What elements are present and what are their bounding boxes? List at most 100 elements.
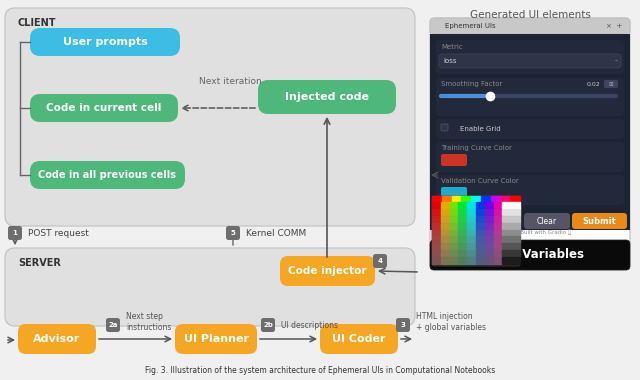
FancyBboxPatch shape <box>441 154 467 166</box>
Bar <box>450 236 458 243</box>
Bar <box>467 216 476 223</box>
Text: Enable Grid: Enable Grid <box>460 126 500 132</box>
Bar <box>500 196 510 202</box>
Bar <box>476 216 485 223</box>
Bar <box>476 209 485 216</box>
Bar <box>493 202 502 209</box>
Bar <box>476 250 485 257</box>
Bar <box>458 257 467 264</box>
Text: 1: 1 <box>13 230 17 236</box>
FancyBboxPatch shape <box>436 175 624 205</box>
Bar <box>476 223 485 230</box>
Text: 3: 3 <box>401 322 405 328</box>
FancyBboxPatch shape <box>8 226 22 240</box>
Bar <box>476 243 485 250</box>
Text: POST request: POST request <box>28 228 89 238</box>
Bar <box>502 209 511 216</box>
Bar <box>485 236 493 243</box>
Bar <box>450 243 458 250</box>
Bar <box>458 202 467 209</box>
Bar <box>432 202 441 209</box>
Bar <box>511 243 520 250</box>
FancyBboxPatch shape <box>436 142 624 172</box>
Bar <box>502 250 511 257</box>
FancyBboxPatch shape <box>439 54 621 68</box>
Bar <box>502 257 511 264</box>
Text: Advisor: Advisor <box>33 334 81 344</box>
FancyBboxPatch shape <box>373 254 387 268</box>
Bar <box>485 223 493 230</box>
Bar <box>511 223 520 230</box>
Bar <box>467 250 476 257</box>
Bar <box>458 216 467 223</box>
Bar <box>458 236 467 243</box>
Bar <box>493 230 502 236</box>
FancyBboxPatch shape <box>5 248 415 326</box>
Text: CLIENT: CLIENT <box>18 18 56 28</box>
Bar <box>476 257 485 264</box>
Bar <box>493 223 502 230</box>
Text: Clear: Clear <box>537 217 557 225</box>
Bar <box>493 250 502 257</box>
Bar <box>493 243 502 250</box>
Bar <box>441 250 450 257</box>
Bar <box>458 209 467 216</box>
Bar <box>441 209 450 216</box>
Text: Global Variables: Global Variables <box>476 249 584 261</box>
Bar <box>476 236 485 243</box>
FancyBboxPatch shape <box>436 78 624 116</box>
Bar <box>511 216 520 223</box>
Text: Training Curve Color: Training Curve Color <box>441 145 512 151</box>
FancyBboxPatch shape <box>18 324 96 354</box>
FancyBboxPatch shape <box>30 94 178 122</box>
Bar <box>502 236 511 243</box>
Bar <box>493 209 502 216</box>
Bar <box>476 202 485 209</box>
Text: ⊞: ⊞ <box>609 81 613 87</box>
FancyBboxPatch shape <box>430 240 630 270</box>
Bar <box>511 250 520 257</box>
FancyBboxPatch shape <box>430 18 630 34</box>
Bar <box>450 257 458 264</box>
Bar <box>432 223 441 230</box>
Text: 🌐 via API  ·  Built with Gradio 🔥: 🌐 via API · Built with Gradio 🔥 <box>488 229 572 235</box>
Text: 4: 4 <box>378 258 383 264</box>
FancyBboxPatch shape <box>175 324 257 354</box>
Text: Kernel COMM: Kernel COMM <box>246 228 307 238</box>
Bar <box>493 216 502 223</box>
Text: Next iteration: Next iteration <box>198 78 261 87</box>
Bar <box>491 196 500 202</box>
Bar <box>432 236 441 243</box>
Bar <box>441 243 450 250</box>
Text: Code injector: Code injector <box>288 266 366 276</box>
Bar <box>458 230 467 236</box>
Text: Smoothing Factor: Smoothing Factor <box>441 81 502 87</box>
Bar <box>485 230 493 236</box>
Text: Ephemeral UIs: Ephemeral UIs <box>445 23 495 29</box>
Bar <box>485 216 493 223</box>
Bar <box>441 202 450 209</box>
Bar <box>485 257 493 264</box>
Text: 2b: 2b <box>263 322 273 328</box>
Bar <box>432 230 441 236</box>
Text: UI Planner: UI Planner <box>184 334 248 344</box>
Bar <box>467 230 476 236</box>
FancyBboxPatch shape <box>106 318 120 332</box>
Bar <box>485 250 493 257</box>
Bar <box>450 202 458 209</box>
Text: HTML injection
+ global variables: HTML injection + global variables <box>416 312 486 332</box>
Bar <box>432 196 442 202</box>
Bar <box>502 230 511 236</box>
Bar <box>432 257 441 264</box>
Text: UI descriptions: UI descriptions <box>281 321 338 331</box>
Bar <box>432 250 441 257</box>
Bar <box>450 209 458 216</box>
Bar <box>511 230 520 236</box>
Text: ×  +: × + <box>605 23 622 29</box>
Bar <box>511 257 520 264</box>
Text: Injected code: Injected code <box>285 92 369 102</box>
Bar <box>511 236 520 243</box>
FancyBboxPatch shape <box>436 40 624 74</box>
Bar <box>510 196 520 202</box>
Text: User prompts: User prompts <box>63 37 147 47</box>
